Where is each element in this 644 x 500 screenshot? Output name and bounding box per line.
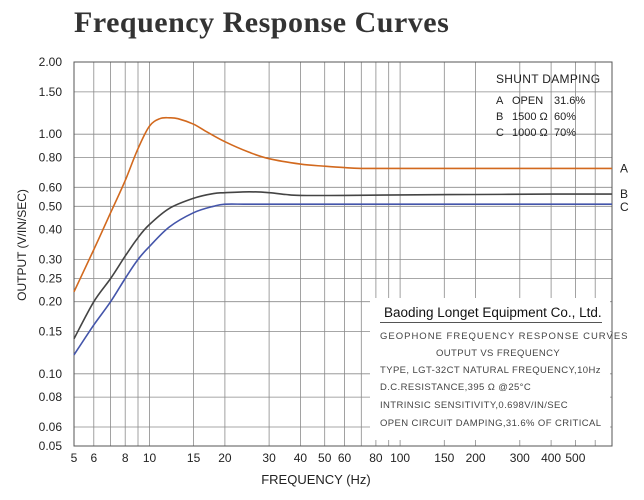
shunt-row-a: A OPEN 31.6% <box>496 93 616 109</box>
y-tick-label: 0.06 <box>39 420 63 434</box>
shunt-percent: 70% <box>554 127 577 139</box>
shunt-row-b: B 1500 Ω 60% <box>496 109 616 125</box>
x-tick-label: 50 <box>318 451 332 465</box>
info-line-curves: GEOPHONE FREQUENCY RESPONSE CURVES <box>380 331 629 342</box>
x-tick-label: 100 <box>390 451 410 465</box>
info-line-type: TYPE, LGT-32CT NATURAL FREQUENCY,10Hz <box>380 365 601 376</box>
x-tick-label: 40 <box>294 451 308 465</box>
shunt-letter: B <box>496 111 504 123</box>
series-c-end-label: C <box>620 200 629 214</box>
series-end-labels: ABC <box>620 161 629 214</box>
y-tick-label: 0.40 <box>39 223 63 237</box>
y-tick-label: 0.15 <box>39 325 63 339</box>
shunt-resistance: 1000 Ω <box>512 127 548 139</box>
y-tick-label: 0.05 <box>39 439 63 453</box>
x-tick-label: 15 <box>187 451 201 465</box>
y-tick-label: 0.25 <box>39 272 63 286</box>
company-name: Baoding Longet Equipment Co., Ltd. <box>384 305 602 320</box>
shunt-damping-title: SHUNT DAMPING <box>496 72 601 86</box>
x-tick-label: 80 <box>369 451 383 465</box>
series-a-line <box>73 116 612 293</box>
info-line-damping: OPEN CIRCUIT DAMPING,31.6% OF CRITICAL <box>380 418 602 429</box>
y-tick-label: 0.80 <box>39 150 63 164</box>
shunt-percent: 60% <box>554 111 577 123</box>
x-tick-label: 500 <box>565 451 585 465</box>
plot-frame <box>73 61 613 447</box>
y-tick-label: 1.00 <box>39 127 63 141</box>
x-tick-label: 10 <box>143 451 157 465</box>
shunt-percent: 31.6% <box>554 95 586 107</box>
series-a-end-label: A <box>620 161 628 175</box>
series-b-end-label: B <box>620 187 628 201</box>
x-tick-label: 5 <box>71 451 78 465</box>
y-tick-label: 0.50 <box>39 199 63 213</box>
chart-title: Frequency Response Curves <box>74 6 450 39</box>
x-tick-label: 8 <box>122 451 129 465</box>
y-tick-label: 2.00 <box>39 55 63 69</box>
shunt-letter: A <box>496 95 504 107</box>
specification-box: Baoding Longet Equipment Co., Ltd. GEOPH… <box>370 298 628 440</box>
shunt-damping-legend: SHUNT DAMPING A OPEN 31.6% B 1500 Ω 60% … <box>496 72 616 141</box>
x-tick-label: 6 <box>90 451 97 465</box>
y-tick-label: 1.50 <box>39 85 63 99</box>
x-tick-label: 30 <box>262 451 276 465</box>
info-line-output: OUTPUT VS FREQUENCY <box>436 348 561 359</box>
x-tick-label: 200 <box>466 451 486 465</box>
tick-labels: 5 6 8 10 15 20 30 40 50 60 80 100 150 200 300 400 500 2.0… <box>39 55 586 465</box>
y-tick-label: 0.10 <box>39 367 63 381</box>
y-tick-label: 0.20 <box>39 295 63 309</box>
x-tick-label: 20 <box>218 451 232 465</box>
shunt-resistance: 1500 Ω <box>512 111 548 123</box>
shunt-resistance: OPEN <box>512 95 544 107</box>
series-b-line <box>73 190 612 340</box>
shunt-row-c: C 1000 Ω 70% <box>496 125 616 141</box>
company-underline <box>380 322 602 323</box>
y-tick-label: 0.08 <box>39 390 63 404</box>
data-series <box>73 116 612 356</box>
x-tick-label: 150 <box>434 451 454 465</box>
info-line-resistance: D.C.RESISTANCE,395 Ω @25°C <box>380 382 532 393</box>
info-line-sensitivity: INTRINSIC SENSITIVITY,0.698V/IN/SEC <box>380 400 569 411</box>
x-tick-label: 400 <box>541 451 561 465</box>
series-c-line <box>73 203 612 356</box>
shunt-letter: C <box>496 127 504 139</box>
x-tick-label: 300 <box>510 451 530 465</box>
x-axis-label: FREQUENCY (Hz) <box>261 472 371 487</box>
x-tick-label: 60 <box>338 451 352 465</box>
y-tick-label: 0.60 <box>39 180 63 194</box>
y-tick-label: 0.30 <box>39 253 63 267</box>
y-axis-label: OUTPUT (V/IN/SEC) <box>15 189 29 301</box>
